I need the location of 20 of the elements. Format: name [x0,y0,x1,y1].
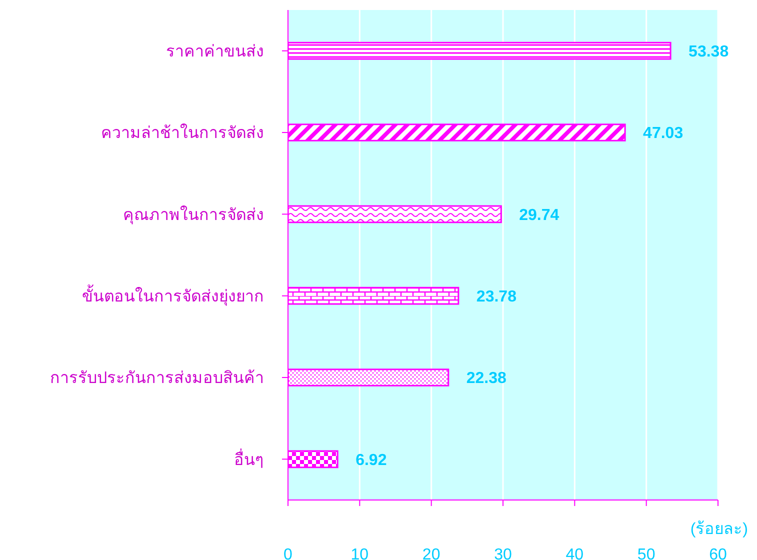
y-tick-label: ราคาค่าขนส่ง [166,44,264,61]
y-tick-label: คุณภาพในการจัดส่ง [123,204,264,225]
data-label: 22.38 [466,370,507,388]
x-tick-label: 30 [494,546,512,560]
x-tick-label: 20 [422,546,440,560]
data-label: 23.78 [476,288,517,306]
x-tick-label: 10 [350,546,369,560]
y-tick-label: อื่นๆ [234,448,264,469]
data-label: 29.74 [519,206,560,224]
y-tick-label: ความล่าช้าในการจัดส่ง [101,123,264,142]
y-tick-label: ขั้นตอนในการจัดส่งยุ่งยาก [82,284,264,307]
x-tick-label: 50 [637,546,656,560]
data-label: 6.92 [356,452,387,469]
data-label: 53.38 [688,44,729,61]
x-axis-title: (ร้อยละ) [690,520,748,538]
y-tick-label: การรับประกันการส่งมอบสินค้า [50,369,264,388]
x-tick-label: 0 [284,546,293,560]
data-label: 47.03 [643,125,684,142]
x-tick-label: 60 [709,546,727,560]
x-tick-label: 40 [566,546,584,560]
